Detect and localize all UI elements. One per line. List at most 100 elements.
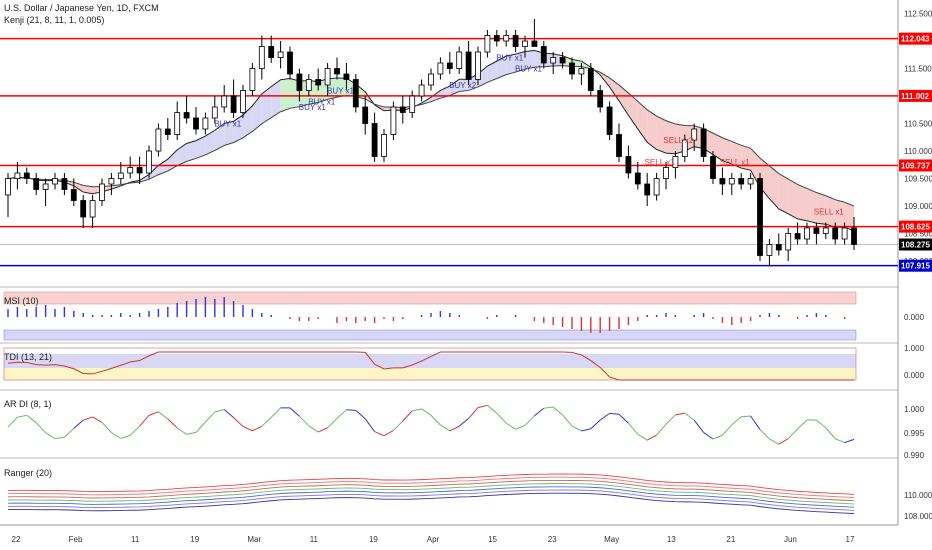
ardi-segment: [505, 422, 516, 430]
candle-body: [371, 123, 378, 157]
ardi-segment: [468, 407, 479, 419]
ardi-segment: [477, 404, 488, 409]
candle-body: [540, 46, 547, 64]
band-fill: [647, 109, 657, 150]
candle-body: [653, 178, 660, 196]
x-tick-label: 17: [846, 535, 855, 544]
band-fill: [478, 66, 488, 87]
tdi-tick-label: 0.000: [904, 371, 925, 380]
ardi-tick-label: 0.990: [904, 451, 925, 460]
band-fill: [713, 133, 723, 161]
buy-signal-label: BUY x2: [449, 81, 477, 90]
candle-body: [211, 106, 218, 119]
tdi-upper-zone: [4, 354, 856, 368]
candle-body: [221, 95, 228, 108]
ranger-line: [7, 486, 855, 508]
candle-body: [794, 233, 801, 240]
ardi-segment: [148, 411, 159, 416]
msi-tick-label: 0.000: [904, 313, 925, 322]
x-tick-label: Feb: [69, 535, 83, 544]
candle-body: [193, 117, 199, 130]
ardi-segment: [270, 407, 281, 418]
tdi-frame: [3, 347, 857, 381]
band-fill: [816, 192, 826, 225]
candle-body: [409, 95, 416, 113]
candle-body: [559, 57, 566, 64]
ranger-line: [7, 479, 855, 502]
level-tag-label: 112.043: [901, 35, 930, 44]
x-tick-label: Mar: [247, 535, 261, 544]
candle-body: [728, 178, 735, 185]
band-fill: [515, 51, 525, 73]
ardi-segment: [421, 408, 432, 416]
candle-body: [766, 244, 773, 256]
ardi-segment: [383, 429, 394, 437]
candle-body: [390, 106, 397, 135]
ardi-segment: [440, 424, 451, 432]
candle-body: [550, 57, 557, 64]
msi-upper-zone: [3, 291, 857, 305]
ardi-segment: [722, 424, 733, 436]
msi-lower-zone: [3, 329, 857, 341]
ardi-segment: [167, 418, 178, 429]
candle-body: [14, 172, 21, 179]
ardi-segment: [816, 419, 827, 429]
band-fill: [666, 120, 676, 154]
candle-body: [230, 95, 237, 113]
y-tick-label: 109.500: [904, 175, 932, 184]
candle-body: [277, 51, 284, 58]
candle-body: [813, 227, 820, 234]
ardi-segment: [73, 419, 84, 429]
ardi-segment: [7, 416, 18, 428]
candle-body: [61, 178, 68, 190]
level-tag-label: 111.002: [901, 92, 930, 101]
ranger-tick-label: 108.000: [904, 512, 932, 521]
ardi-segment: [731, 416, 742, 426]
ardi-segment: [562, 414, 573, 427]
candle-body: [89, 200, 96, 218]
ardi-segment: [139, 415, 150, 427]
candle-body: [719, 178, 726, 185]
candle-body: [174, 112, 181, 135]
band-fill: [525, 50, 535, 70]
ardi-segment: [317, 427, 328, 433]
candle-body: [99, 183, 105, 201]
candle-body: [475, 51, 481, 80]
ardi-segment: [83, 416, 93, 421]
level-tag: [899, 220, 932, 233]
ranger-line: [7, 473, 855, 495]
candle-body: [146, 150, 152, 174]
y-tick-label: 112.500: [904, 10, 932, 19]
ardi-segment: [252, 425, 263, 432]
ardi-segment: [101, 422, 112, 433]
band-fill: [506, 54, 516, 75]
candle-body: [33, 178, 40, 190]
ardi-segment: [797, 419, 808, 430]
ardi-segment: [665, 414, 676, 425]
ardi-panel-title: AR DI (8, 1): [4, 399, 52, 409]
candle-body: [437, 62, 444, 75]
candle-body: [822, 227, 829, 234]
ardi-segment: [129, 425, 140, 436]
ardi-segment: [54, 436, 65, 440]
candle-body: [446, 62, 453, 69]
candle-body: [127, 167, 134, 174]
x-tick-label: 19: [190, 535, 199, 544]
ardi-segment: [571, 425, 582, 432]
x-tick-label: 11: [310, 535, 319, 544]
x-tick-label: 22: [12, 535, 21, 544]
y-tick-label: 109.000: [904, 202, 932, 211]
ardi-segment: [778, 438, 789, 445]
candle-body: [399, 106, 406, 113]
band-fill: [224, 121, 234, 146]
candle-body: [569, 62, 575, 75]
candle-body: [785, 233, 792, 251]
candle-body: [851, 227, 857, 245]
slow-line: [7, 65, 855, 207]
candle-body: [240, 90, 246, 113]
ardi-segment: [92, 416, 103, 423]
candle-body: [493, 35, 500, 42]
ardi-segment: [769, 438, 780, 445]
y-tick-label: 110.000: [904, 147, 932, 156]
